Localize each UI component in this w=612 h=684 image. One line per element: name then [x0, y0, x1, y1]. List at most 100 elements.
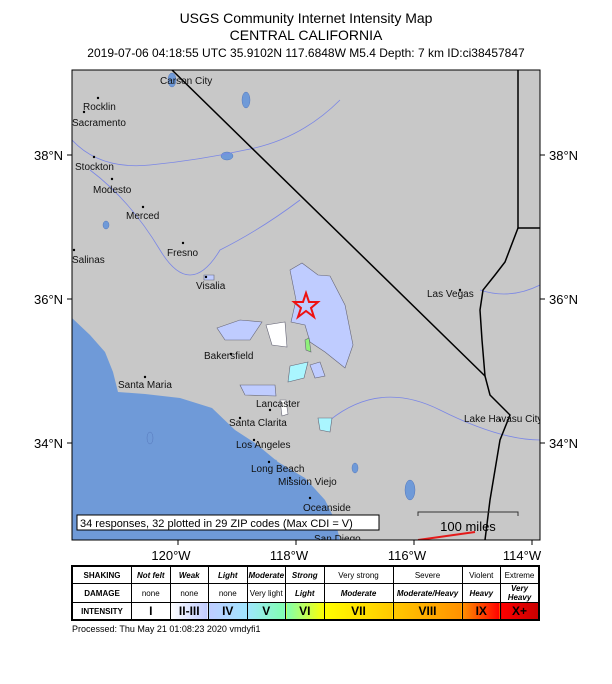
shaking-cell: Extreme [500, 565, 540, 584]
state-borders [171, 70, 540, 540]
city-dot [204, 275, 208, 279]
city-label: Bakersfield [204, 351, 253, 362]
shaking-cell: Very strong [323, 565, 394, 584]
shaking-cell: Moderate [246, 565, 286, 584]
map-title: USGS Community Internet Intensity Map [179, 10, 433, 26]
city-dot [308, 496, 312, 500]
border-line [417, 531, 476, 540]
intensity-cell: I [131, 602, 171, 621]
lakes [102, 72, 416, 501]
city-dot [252, 438, 256, 442]
city-label: Long Beach [251, 464, 304, 475]
city-label: Las Vegas [427, 289, 474, 300]
intensity-cell: IX [461, 602, 501, 621]
city-label: Los Angeles [236, 440, 291, 451]
row-header: DAMAGE [71, 583, 132, 603]
shaking-cell: Not felt [131, 565, 171, 584]
city-label: Santa Clarita [229, 418, 287, 429]
damage-cell: none [208, 583, 248, 603]
city-dot [72, 248, 76, 252]
city-label: Merced [126, 211, 159, 222]
city-dot [143, 375, 147, 379]
lon-label: 120°W [151, 548, 191, 563]
city-dot [96, 96, 100, 100]
city-label: Mission Viejo [278, 477, 337, 488]
city-label: Fresno [167, 248, 199, 259]
city-dot [92, 155, 96, 159]
city-label: Modesto [93, 185, 132, 196]
ticks [67, 154, 545, 545]
lon-label: 116°W [388, 548, 427, 563]
lat-label: 38°N [34, 148, 63, 163]
shaking-cell: Strong [285, 565, 325, 584]
city-dot [458, 288, 462, 292]
intensity-cell: II-III [169, 602, 209, 621]
city-dot [238, 416, 242, 420]
city-label: Carson City [160, 76, 212, 87]
city-dot [141, 205, 145, 209]
intensity-cell: VI [285, 602, 325, 621]
region-title: CENTRAL CALIFORNIA [229, 27, 383, 43]
map-frame [71, 69, 541, 541]
ocean [72, 318, 340, 540]
intensity-cell: V [246, 602, 286, 621]
city-label: Salinas [72, 255, 105, 266]
city-dot [82, 110, 86, 114]
event-metadata: 2019-07-06 04:18:55 UTC 35.9102N 117.684… [87, 46, 525, 60]
row-header: INTENSITY [71, 602, 132, 621]
city-label: Visalia [196, 281, 226, 292]
intensity-cell: X+ [500, 602, 540, 621]
city-dot [181, 241, 185, 245]
damage-cell: Very Heavy [500, 583, 540, 603]
lat-label: 38°N [549, 148, 578, 163]
processed-timestamp: Processed: Thu May 21 01:08:23 2020 vmdy… [72, 624, 261, 634]
city-dot [498, 418, 502, 422]
damage-cell: Moderate/Heavy [392, 583, 463, 603]
cdi-zip-polygons [203, 262, 354, 433]
shaking-cell: Severe [392, 565, 463, 584]
shaking-cell: Violent [461, 565, 501, 584]
damage-row: DAMAGE none none none Very light Light Moderat… [71, 583, 540, 603]
shaking-cell: Weak [169, 565, 209, 584]
summary-text: 34 responses, 32 plotted in 29 ZIP codes… [80, 518, 353, 530]
damage-cell: none [169, 583, 209, 603]
intensity-cell: VII [323, 602, 394, 621]
intensity-legend: SHAKING Not felt Weak Light Moderate Strong Ve… [71, 565, 540, 621]
city-dot [267, 460, 271, 464]
lat-label: 36°N [34, 292, 63, 307]
city-label: Oceanside [303, 503, 351, 514]
intensity-row: INTENSITY I II-III IV V VI VII VIII IX X+ [71, 602, 540, 621]
city-dot [268, 408, 272, 412]
city-label: Lake Havasu City [464, 414, 542, 425]
row-header: SHAKING [71, 565, 132, 584]
lat-label: 36°N [549, 292, 578, 307]
city-label: Santa Maria [118, 380, 172, 391]
city-dot [110, 177, 114, 181]
city-label: Sacramento [72, 118, 126, 129]
rivers [72, 99, 540, 441]
epicenter-star-icon [291, 289, 321, 320]
city-label: San Diego [314, 534, 361, 545]
city-dot [288, 476, 292, 480]
damage-cell: Very light [246, 583, 286, 603]
damage-cell: none [131, 583, 171, 603]
lat-label: 34°N [549, 436, 578, 451]
damage-cell: Light [285, 583, 325, 603]
intensity-cell: VIII [392, 602, 463, 621]
intensity-cell: IV [208, 602, 248, 621]
summary-box [76, 514, 380, 531]
city-dot [229, 352, 233, 356]
damage-cell: Moderate [323, 583, 394, 603]
city-label: Stockton [75, 162, 114, 173]
city-label: Lancaster [256, 399, 301, 410]
scale-label: 100 miles [440, 519, 496, 534]
shaking-row: SHAKING Not felt Weak Light Moderate Strong Ve… [71, 565, 540, 584]
lat-label: 34°N [34, 436, 63, 451]
lon-label: 114°W [503, 548, 542, 563]
shaking-cell: Light [208, 565, 248, 584]
damage-cell: Heavy [461, 583, 501, 603]
city-label: Rocklin [83, 102, 116, 113]
lon-label: 118°W [270, 548, 309, 563]
map-scale-bar [417, 511, 519, 516]
